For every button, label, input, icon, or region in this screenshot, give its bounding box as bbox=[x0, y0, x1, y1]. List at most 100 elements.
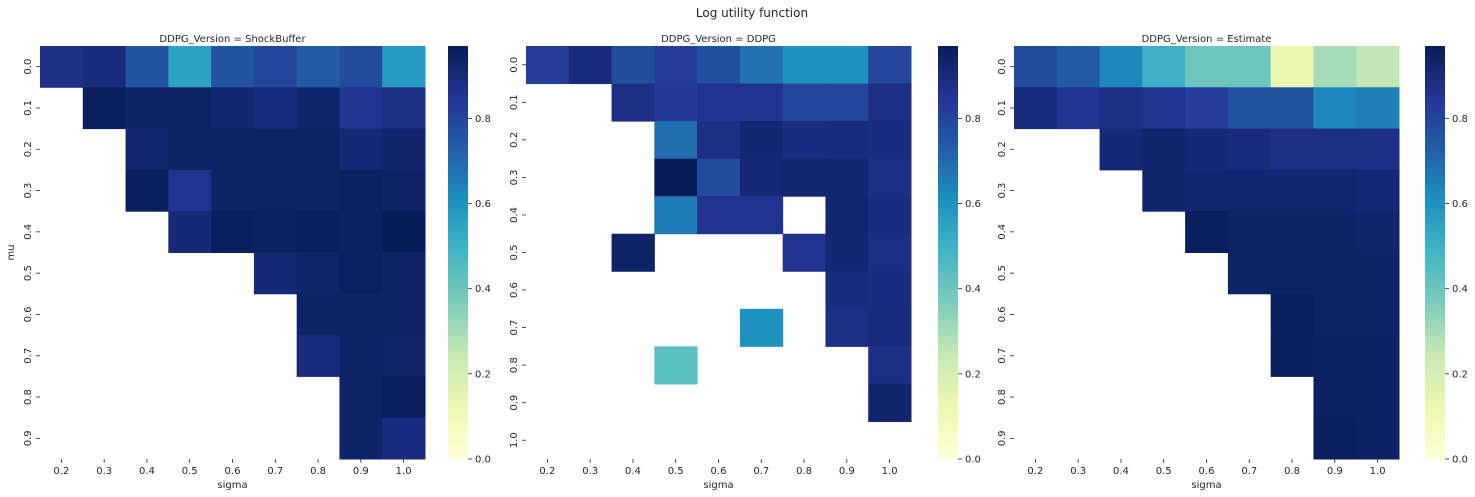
heatmap-cell bbox=[382, 417, 426, 460]
heatmap-cell bbox=[1356, 417, 1400, 460]
heatmap-cell bbox=[1313, 417, 1357, 460]
heatmap-cell bbox=[296, 169, 340, 212]
heatmap-cell bbox=[868, 46, 912, 85]
heatmap-cell bbox=[697, 121, 741, 160]
y-tick-label: 0.7 bbox=[509, 320, 520, 336]
y-axis-label: mu bbox=[6, 244, 17, 260]
colorbar-tick-label: 0.2 bbox=[475, 369, 491, 380]
x-tick-label: 0.6 bbox=[711, 466, 727, 477]
colorbar-tick-label: 0.8 bbox=[1452, 114, 1468, 125]
heatmap-cell bbox=[339, 211, 383, 253]
x-tick-label: 0.9 bbox=[1327, 466, 1343, 477]
heatmap-cell bbox=[1185, 46, 1229, 88]
heatmap-cell bbox=[654, 158, 698, 197]
heatmap-cell bbox=[211, 87, 255, 130]
heatmap-cell bbox=[1270, 293, 1314, 336]
heatmap-cell bbox=[1356, 211, 1400, 253]
y-tick-label: 0.7 bbox=[23, 348, 34, 364]
heatmap-cell bbox=[339, 252, 383, 295]
x-tick-label: 0.5 bbox=[668, 466, 684, 477]
heatmap-cell bbox=[1185, 169, 1229, 212]
y-tick-label: 0.9 bbox=[997, 430, 1008, 446]
heatmap-cell bbox=[296, 211, 340, 253]
y-tick-label: 0.5 bbox=[997, 265, 1008, 281]
heatmap-cell bbox=[654, 196, 698, 235]
colorbar: 0.0 0.2 0.4 0.6 0.8 bbox=[938, 46, 981, 466]
x-tick-label: 0.6 bbox=[225, 466, 241, 477]
heatmap-cell bbox=[1356, 87, 1400, 130]
heatmap-cell bbox=[339, 335, 383, 377]
heatmap-cell bbox=[1270, 87, 1314, 130]
heatmap-cell bbox=[1270, 252, 1314, 295]
y-tick-label: 0.4 bbox=[23, 224, 34, 240]
heatmap-cell bbox=[253, 46, 298, 88]
colorbar: 0.0 0.2 0.4 0.6 0.8 bbox=[1425, 46, 1468, 466]
y-tick-label: 0.6 bbox=[509, 282, 520, 298]
heatmap-cell bbox=[125, 46, 169, 88]
heatmap-cell bbox=[168, 211, 212, 253]
colorbar-gradient bbox=[938, 46, 958, 459]
heatmap-cell bbox=[697, 46, 741, 85]
heatmap-cell bbox=[782, 83, 826, 122]
x-tick-label: 0.2 bbox=[53, 466, 69, 477]
heatmap-cell bbox=[1099, 46, 1143, 88]
panel-title: DDPG_Version = DDPG bbox=[661, 34, 776, 45]
heatmap-cell bbox=[654, 121, 698, 160]
heatmap-cell bbox=[168, 46, 212, 88]
y-tick-label: 0.5 bbox=[509, 245, 520, 261]
heatmap-cell bbox=[1185, 87, 1229, 130]
heatmap-cell bbox=[211, 169, 255, 212]
x-tick-label: 0.7 bbox=[267, 466, 283, 477]
heatmap-cell bbox=[339, 293, 383, 336]
x-tick-label: 0.7 bbox=[1241, 466, 1257, 477]
y-tick-label: 0.1 bbox=[997, 100, 1008, 116]
colorbar-tick-label: 0.4 bbox=[475, 284, 491, 295]
heatmap-cell bbox=[1142, 46, 1186, 88]
heatmap-cell bbox=[168, 169, 212, 212]
heatmap-cell bbox=[339, 417, 383, 460]
x-axis-label: sigma bbox=[1191, 480, 1221, 491]
x-axis-label: sigma bbox=[217, 480, 247, 491]
heatmap-cell bbox=[697, 196, 741, 235]
y-tick-label: 0.6 bbox=[23, 306, 34, 322]
y-tick-label: 0.1 bbox=[23, 100, 34, 116]
heatmap-cell bbox=[1270, 335, 1314, 377]
colorbar-tick-label: 0.6 bbox=[965, 199, 981, 210]
heatmap-cell bbox=[1356, 376, 1400, 419]
heatmap-cell bbox=[253, 128, 298, 171]
heatmap-cell bbox=[739, 83, 784, 122]
heatmap-cell bbox=[1356, 128, 1400, 171]
heatmap-cell bbox=[782, 46, 826, 85]
colorbar-gradient bbox=[448, 46, 468, 459]
heatmap-cell bbox=[825, 158, 869, 197]
panel-title: DDPG_Version = ShockBuffer bbox=[159, 34, 306, 45]
y-tick-label: 0.8 bbox=[509, 357, 520, 373]
heatmap-cell bbox=[868, 383, 912, 422]
heatmap-cell bbox=[654, 46, 698, 85]
x-tick-label: 1.0 bbox=[882, 466, 898, 477]
y-tick-label: 0.1 bbox=[509, 94, 520, 110]
heatmap-cell bbox=[1270, 169, 1314, 212]
heatmap-cell bbox=[1313, 335, 1357, 377]
heatmap-cell bbox=[1227, 252, 1272, 295]
x-tick-label: 0.3 bbox=[96, 466, 112, 477]
heatmap-cell bbox=[526, 46, 570, 85]
colorbar-tick-label: 0.8 bbox=[965, 114, 981, 125]
heatmap-cell bbox=[339, 87, 383, 130]
colorbar-gradient bbox=[1425, 46, 1445, 459]
colorbar-tick-label: 0.2 bbox=[965, 369, 981, 380]
heatmap-panel-1: DDPG_Version = ShockBuffer 0.2 0.3 0.4 0.5 0.… bbox=[6, 34, 491, 491]
heatmap-cell bbox=[211, 211, 255, 253]
heatmap-cell bbox=[1270, 46, 1314, 88]
x-tick-label: 0.6 bbox=[1199, 466, 1215, 477]
heatmap-cell bbox=[825, 46, 869, 85]
heatmap-panels: DDPG_Version = ShockBuffer 0.2 0.3 0.4 0.5 0.… bbox=[6, 34, 1468, 491]
x-tick-label: 1.0 bbox=[1370, 466, 1386, 477]
heatmap-cell bbox=[296, 335, 340, 377]
heatmap-cell bbox=[168, 87, 212, 130]
heatmap-cell bbox=[125, 169, 169, 212]
heatmap-cell bbox=[1270, 211, 1314, 253]
heatmap-cell bbox=[825, 196, 869, 235]
